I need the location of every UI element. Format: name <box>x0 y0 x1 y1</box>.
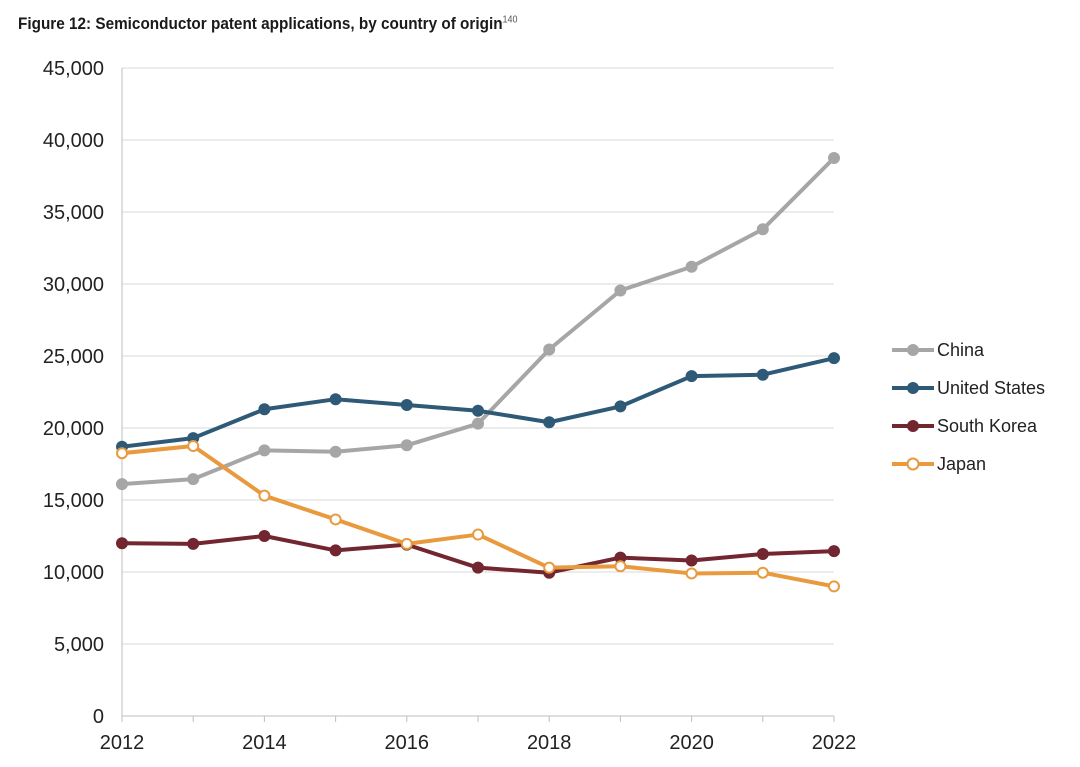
data-point-united-states <box>400 398 413 411</box>
data-point-japan <box>472 528 484 541</box>
data-point-united-states <box>329 393 342 406</box>
y-tick-label: 35,000 <box>43 202 104 224</box>
data-point-china <box>329 445 342 458</box>
legend-label-south-korea: South Korea <box>937 416 1038 436</box>
data-point-japan <box>400 537 413 550</box>
x-tick-label: 2014 <box>242 732 287 754</box>
y-tick-label: 15,000 <box>43 490 104 512</box>
data-point-china <box>400 439 413 452</box>
data-point-china <box>543 343 556 356</box>
data-point-china <box>828 152 840 164</box>
data-point-japan <box>258 489 271 502</box>
legend-marker-china <box>907 344 919 356</box>
series-points <box>116 152 840 593</box>
y-tick-label: 20,000 <box>43 418 104 440</box>
data-point-china <box>472 417 484 430</box>
x-tick-label: 2020 <box>669 732 714 754</box>
legend-label-japan: Japan <box>937 454 986 474</box>
data-point-china <box>756 223 769 236</box>
y-tick-label: 45,000 <box>43 58 104 80</box>
data-point-united-states <box>828 352 840 365</box>
data-point-japan <box>685 567 698 580</box>
axes: 0 5,000 10,000 15,000 20,000 25,000 30,000 35,0… <box>43 58 856 754</box>
data-point-japan <box>828 580 840 593</box>
x-tick-label: 2012 <box>100 732 145 754</box>
title-footnote: 140 <box>502 14 518 26</box>
data-point-japan <box>116 447 128 460</box>
y-tick-label: 10,000 <box>43 562 104 584</box>
data-point-south-korea <box>187 537 200 550</box>
data-point-china <box>116 478 128 491</box>
data-point-japan <box>187 440 200 452</box>
y-tick-label: 25,000 <box>43 346 104 368</box>
x-tick-label: 2022 <box>812 732 857 754</box>
data-point-united-states <box>472 404 484 417</box>
data-point-south-korea <box>116 537 128 550</box>
series-line-united-states <box>120 356 836 449</box>
chart-title-text: Figure 12: Semiconductor patent applicat… <box>18 14 503 33</box>
data-point-china <box>187 473 200 486</box>
chart-title: Figure 12: Semiconductor patent applicat… <box>18 14 518 34</box>
data-point-united-states <box>614 400 627 413</box>
data-point-south-korea <box>472 561 484 574</box>
data-point-united-states <box>543 416 556 429</box>
data-point-south-korea <box>329 544 342 557</box>
data-point-japan <box>543 561 556 574</box>
y-tick-label: 30,000 <box>43 274 104 296</box>
data-point-south-korea <box>685 554 698 567</box>
x-tick-label: 2016 <box>385 732 430 754</box>
legend-label-china: China <box>937 340 985 360</box>
data-point-united-states <box>756 368 769 381</box>
data-point-south-korea <box>258 530 271 542</box>
legend-marker-japan <box>906 457 920 471</box>
data-point-japan <box>614 560 627 573</box>
legend-label-united-states: United States <box>937 378 1045 398</box>
data-point-united-states <box>685 370 698 383</box>
y-tick-label: 40,000 <box>43 130 104 152</box>
data-point-south-korea <box>828 545 840 558</box>
y-tick-label: 5,000 <box>54 634 104 656</box>
series-lines <box>120 156 836 589</box>
data-point-china <box>685 260 698 273</box>
data-point-china <box>614 284 627 297</box>
legend: China United States South Korea Japan <box>892 340 1045 474</box>
series-line-china <box>120 156 836 487</box>
x-tick-label: 2018 <box>527 732 572 754</box>
data-point-japan <box>756 566 769 579</box>
data-point-south-korea <box>756 548 769 560</box>
legend-marker-south-korea <box>907 420 919 432</box>
legend-marker-united-states <box>907 382 919 394</box>
y-tick-label: 0 <box>93 706 104 728</box>
data-point-china <box>258 444 271 457</box>
data-point-japan <box>329 513 342 526</box>
data-point-united-states <box>258 403 271 416</box>
